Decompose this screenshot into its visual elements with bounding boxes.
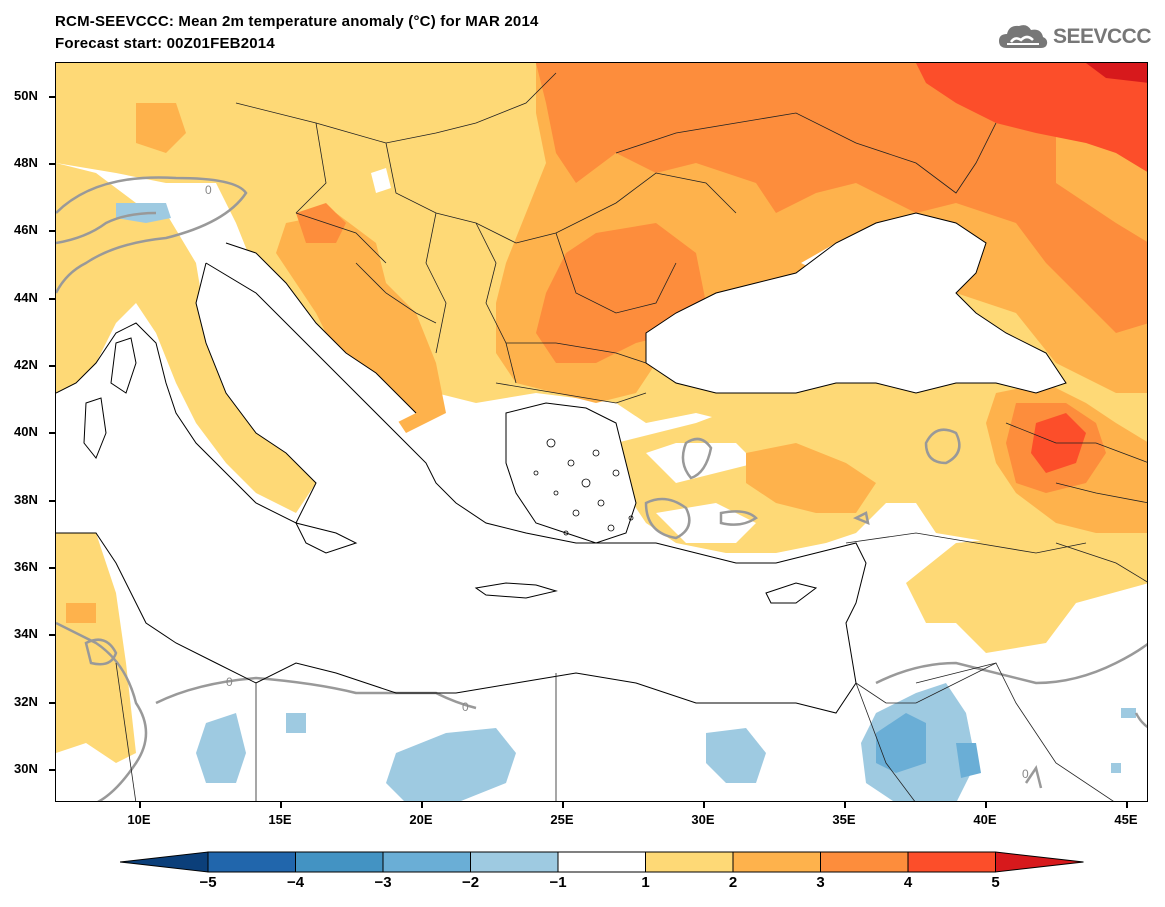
colorbar-tick-label: −3 bbox=[374, 874, 392, 891]
lat-label-44n: 44N bbox=[14, 290, 38, 305]
colorbar-tick-label: −4 bbox=[286, 874, 305, 891]
lat-label-32n: 32N bbox=[14, 694, 38, 709]
colorbar bbox=[120, 851, 1084, 873]
map-panel[interactable] bbox=[55, 62, 1148, 802]
lon-label-15e: 15E bbox=[268, 812, 292, 827]
lat-label-30n: 30N bbox=[14, 761, 38, 776]
lat-tick bbox=[49, 634, 55, 636]
colorbar-tick-label: −5 bbox=[199, 874, 217, 891]
lat-label-34n: 34N bbox=[14, 626, 38, 641]
colorbar-cell bbox=[470, 851, 559, 873]
map-title: RCM-SEEVCCC: Mean 2m temperature anomaly… bbox=[55, 13, 539, 30]
lat-tick bbox=[49, 432, 55, 434]
colorbar-tick-label: −1 bbox=[549, 874, 567, 891]
lon-label-20e: 20E bbox=[409, 812, 433, 827]
lon-label-35e: 35E bbox=[832, 812, 856, 827]
lat-label-38n: 38N bbox=[14, 492, 38, 507]
colorbar-cell bbox=[120, 851, 209, 873]
colorbar-cell bbox=[557, 851, 646, 873]
colorbar-tick-label: 1 bbox=[641, 874, 650, 891]
anomaly-map[interactable] bbox=[56, 63, 1148, 802]
lat-label-50n: 50N bbox=[14, 88, 38, 103]
lat-tick bbox=[49, 96, 55, 98]
lat-label-46n: 46N bbox=[14, 222, 38, 237]
coastlines bbox=[56, 212, 1067, 714]
lon-tick bbox=[985, 802, 987, 808]
lat-label-36n: 36N bbox=[14, 559, 38, 574]
colorbar-tick-label: 5 bbox=[991, 874, 1000, 891]
colorbar-cell bbox=[382, 851, 471, 873]
colorbar-tick-label: 4 bbox=[903, 874, 913, 891]
lon-tick bbox=[562, 802, 564, 808]
seevccc-logo: SEEVCCC bbox=[997, 22, 1152, 52]
colorbar-cell bbox=[732, 851, 821, 873]
lat-label-48n: 48N bbox=[14, 155, 38, 170]
lon-label-10e: 10E bbox=[127, 812, 151, 827]
lon-tick bbox=[844, 802, 846, 808]
lon-tick bbox=[1126, 802, 1128, 808]
colorbar-cell bbox=[295, 851, 384, 873]
lon-tick bbox=[703, 802, 705, 808]
lon-label-30e: 30E bbox=[691, 812, 715, 827]
lat-tick bbox=[49, 567, 55, 569]
lon-label-25e: 25E bbox=[550, 812, 574, 827]
lon-tick bbox=[421, 802, 423, 808]
cloud-icon bbox=[998, 25, 1048, 48]
lat-tick bbox=[49, 702, 55, 704]
country-borders bbox=[115, 72, 1147, 801]
lat-tick bbox=[49, 769, 55, 771]
lat-tick bbox=[49, 298, 55, 300]
colorbar-tick-label: 2 bbox=[728, 874, 738, 891]
colorbar-tick-label: 3 bbox=[816, 874, 825, 891]
colorbar-cell bbox=[995, 851, 1084, 873]
aegean-islands bbox=[533, 438, 634, 536]
colorbar-cell bbox=[820, 851, 909, 873]
lat-label-42n: 42N bbox=[14, 357, 38, 372]
lat-tick bbox=[49, 365, 55, 367]
colorbar-tick-label: −2 bbox=[461, 874, 480, 891]
logo-text: SEEVCCC bbox=[1052, 25, 1152, 48]
colorbar-cell bbox=[907, 851, 996, 873]
zero-contours bbox=[56, 176, 1147, 801]
lon-tick bbox=[139, 802, 141, 808]
lon-label-40e: 40E bbox=[973, 812, 997, 827]
colorbar-cell bbox=[645, 851, 734, 873]
lat-label-40n: 40N bbox=[14, 424, 38, 439]
colorbar-cell bbox=[207, 851, 296, 873]
lon-tick bbox=[280, 802, 282, 808]
lat-tick bbox=[49, 230, 55, 232]
lat-tick bbox=[49, 500, 55, 502]
lat-tick bbox=[49, 163, 55, 165]
lon-label-45e: 45E bbox=[1114, 812, 1138, 827]
forecast-start-label: Forecast start: 00Z01FEB2014 bbox=[55, 35, 275, 52]
sea-areas bbox=[56, 168, 1066, 713]
